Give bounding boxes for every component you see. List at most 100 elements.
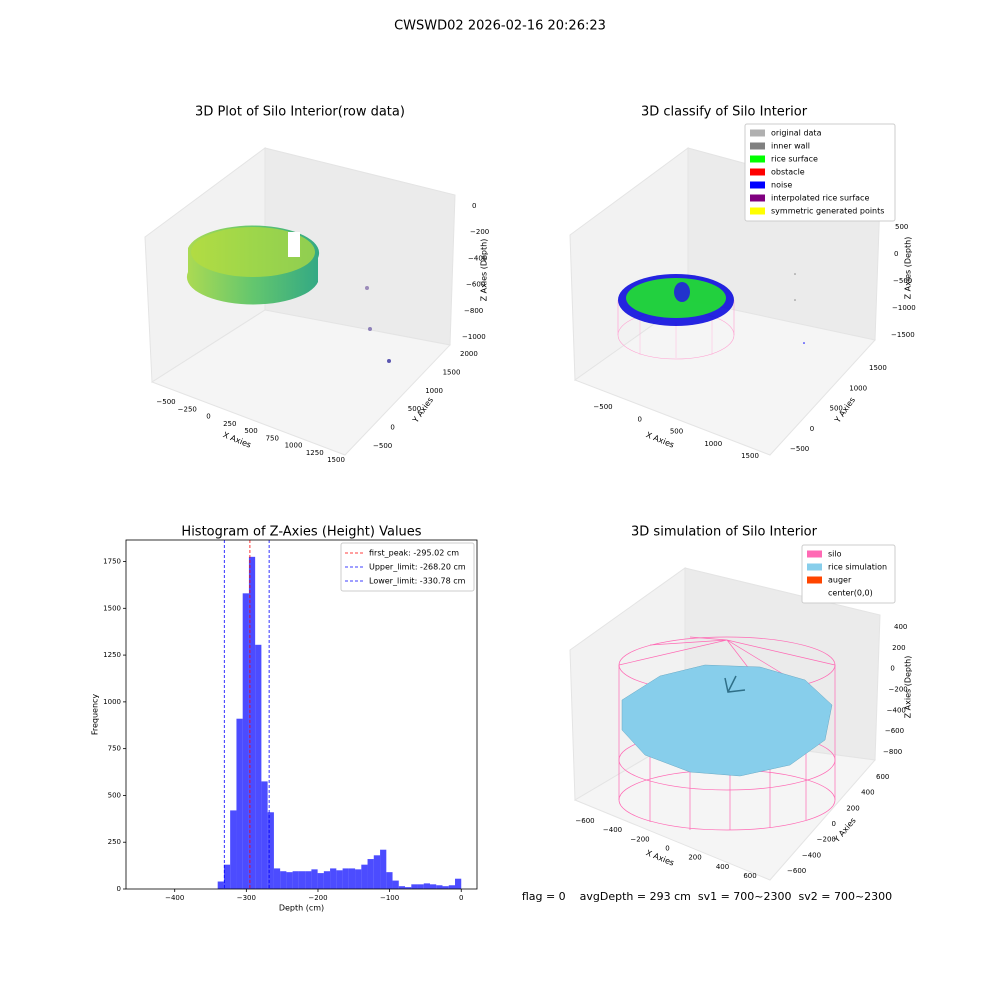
x-tick-label: −200 <box>630 835 649 843</box>
x-tick-label: 0 <box>638 415 642 423</box>
x-tick-label: 600 <box>743 872 756 880</box>
bar <box>255 644 262 889</box>
3d-panes <box>144 147 456 456</box>
y-tick-label: 400 <box>861 789 874 797</box>
y-tick-label: 500 <box>408 405 421 413</box>
chart-title: Histogram of Z-Axies (Height) Values <box>181 525 421 540</box>
bar <box>367 859 374 889</box>
y-tick-label: 1750 <box>103 558 121 566</box>
bar <box>448 885 456 889</box>
bar <box>417 884 424 889</box>
x-tick-label: 0 <box>459 894 463 902</box>
legend-swatch <box>750 168 765 176</box>
y-tick-label: 250 <box>108 838 121 846</box>
bar <box>248 556 256 889</box>
bar <box>273 868 281 889</box>
point-cloud <box>186 225 391 363</box>
x-tick-label: −250 <box>178 405 197 413</box>
silo-simulation <box>618 636 836 831</box>
bar <box>373 855 381 889</box>
legend-swatch <box>807 589 822 597</box>
y-tick-label: 600 <box>876 773 889 781</box>
bar <box>342 868 349 889</box>
y-tick-label: 0 <box>117 885 121 893</box>
bar <box>286 872 293 889</box>
legend-swatch <box>807 576 822 584</box>
legend-label: auger <box>828 576 852 585</box>
legend-swatch <box>750 181 765 189</box>
x-tick-label: 500 <box>670 428 683 436</box>
y-tick-label: 200 <box>846 804 859 812</box>
z-tick-label: −1000 <box>462 333 486 341</box>
legend-label: original data <box>771 129 822 138</box>
y-tick-label: 2000 <box>460 350 478 358</box>
bar <box>398 886 406 889</box>
y-tick-label: 1500 <box>869 364 887 372</box>
x-tick-label: −500 <box>156 398 175 406</box>
classified-cloud <box>617 273 805 360</box>
y-tick-label: 500 <box>830 405 843 413</box>
z-tick-label: −500 <box>893 277 912 285</box>
y-tick-label: 1500 <box>103 604 121 612</box>
x-tick-label: 400 <box>716 863 729 871</box>
y-tick-label: 1000 <box>849 384 867 392</box>
bar <box>292 871 299 889</box>
y-tick-label: −600 <box>787 867 806 875</box>
axis-label: X Axies <box>645 848 676 867</box>
z-tick-label: −800 <box>464 307 483 315</box>
z-tick-label: −200 <box>889 686 908 694</box>
legend-swatch <box>807 563 822 571</box>
bar <box>423 883 431 889</box>
y-tick-label: 1250 <box>103 651 121 659</box>
x-tick-label: 1500 <box>741 452 759 460</box>
x-tick-label: −600 <box>575 817 594 825</box>
legend-swatch <box>750 155 765 163</box>
legend-label: center(0,0) <box>828 589 873 598</box>
z-tick-label: −400 <box>468 254 487 262</box>
bar <box>317 873 324 889</box>
bar <box>311 869 318 889</box>
x-tick-label: 1000 <box>285 442 303 450</box>
z-tick-label: −400 <box>887 706 906 714</box>
y-tick-label: 0 <box>810 425 814 433</box>
y-tick-label: −200 <box>817 836 836 844</box>
x-tick-label: 1250 <box>306 449 324 457</box>
bar <box>405 887 412 889</box>
z-tick-label: 0 <box>472 202 476 210</box>
bar <box>267 812 274 889</box>
z-tick-label: −200 <box>470 228 489 236</box>
z-tick-label: −1000 <box>892 304 916 312</box>
legend-box <box>744 123 896 222</box>
chart-title: 3D classify of Silo Interior <box>641 105 808 120</box>
axis-label: Z Axies (Depth) <box>904 656 913 719</box>
x-tick-label: 0 <box>665 845 669 853</box>
bar <box>361 864 368 889</box>
axis-label: Z Axies (Depth) <box>480 239 489 302</box>
x-tick-label: 200 <box>688 854 701 862</box>
z-tick-label: −600 <box>466 281 485 289</box>
bar <box>436 885 443 889</box>
legend-label: symmetric generated points <box>771 207 884 216</box>
x-axis-label: Depth (cm) <box>279 904 324 913</box>
bar <box>305 871 312 889</box>
legend-swatch <box>750 142 765 150</box>
legend-label: interpolated rice surface <box>771 194 869 203</box>
bar <box>355 869 362 889</box>
legend-label: rice surface <box>771 155 818 164</box>
y-tick-label: 1500 <box>443 368 461 376</box>
bar <box>330 868 337 889</box>
axis-label: Z Axies (Depth) <box>904 237 913 300</box>
y-tick-label: 1000 <box>103 698 121 706</box>
legend-box <box>340 542 475 592</box>
z-tick-label: −600 <box>885 727 904 735</box>
x-tick-label: −400 <box>603 826 622 834</box>
bar <box>411 884 418 889</box>
chart-title: 3D simulation of Silo Interior <box>631 525 818 540</box>
legend-label: inner wall <box>771 142 810 151</box>
z-tick-label: 400 <box>894 623 907 631</box>
bar <box>386 872 393 889</box>
z-tick-label: 0 <box>894 250 898 258</box>
y-tick-label: 0 <box>832 820 836 828</box>
bar <box>455 878 462 889</box>
x-tick-label: −300 <box>237 894 256 902</box>
